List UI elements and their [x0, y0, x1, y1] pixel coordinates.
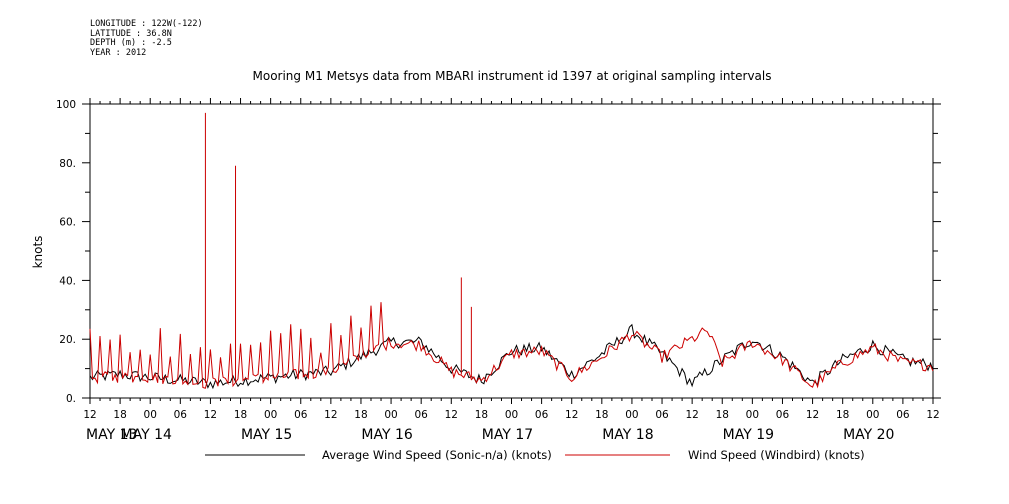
x-tick-label: 12	[83, 409, 96, 421]
x-tick-label: 00	[746, 409, 759, 421]
chart-title: Mooring M1 Metsys data from MBARI instru…	[253, 69, 772, 83]
y-tick-label: 0.	[66, 393, 76, 405]
latitude-label: LATITUDE : 36.8N	[90, 28, 172, 39]
x-tick-label: 18	[113, 409, 126, 421]
x-tick-label: 06	[655, 409, 669, 421]
x-tick-label: 06	[174, 409, 188, 421]
longitude-label: LONGITUDE : 122W(-122)	[90, 19, 203, 29]
y-tick-label: 60.	[59, 217, 76, 229]
x-tick-label: 18	[716, 409, 729, 421]
x-tick-label: 06	[294, 409, 308, 421]
x-day-label: MAY 18	[602, 427, 653, 443]
x-day-label: MAY 14	[121, 427, 172, 443]
x-tick-label: 06	[535, 409, 549, 421]
x-tick-label: 00	[866, 409, 879, 421]
y-tick-label: 100	[56, 99, 76, 111]
x-tick-label: 12	[685, 409, 698, 421]
x-tick-label: 00	[384, 409, 397, 421]
x-day-label: MAY 15	[241, 427, 292, 443]
x-tick-label: 18	[234, 409, 247, 421]
legend-label-average: Average Wind Speed (Sonic-n/a) (knots)	[322, 448, 552, 462]
x-day-label: MAY 16	[361, 427, 412, 443]
x-tick-label: 00	[144, 409, 157, 421]
x-day-label: MAY 13	[86, 427, 137, 443]
metadata-block: LONGITUDE : 122W(-122) LATITUDE : 36.8N …	[90, 19, 203, 58]
x-tick-label: 06	[776, 409, 790, 421]
x-day-label: MAY 20	[843, 427, 894, 443]
x-tick-label: 18	[475, 409, 488, 421]
legend: Average Wind Speed (Sonic-n/a) (knots) W…	[205, 448, 865, 462]
x-tick-label: 12	[565, 409, 578, 421]
x-tick-label: 12	[324, 409, 337, 421]
x-tick-label: 12	[806, 409, 819, 421]
series-line-windbird-wind-speed	[89, 302, 934, 389]
x-tick-label: 12	[445, 409, 458, 421]
y-tick-label: 80.	[59, 158, 76, 170]
year-label: YEAR : 2012	[90, 47, 147, 58]
x-tick-label: 18	[354, 409, 367, 421]
y-axis-label: knots	[31, 236, 45, 269]
x-tick-label: 18	[836, 409, 849, 421]
y-tick-label: 40.	[59, 275, 76, 287]
x-tick-label: 12	[926, 409, 939, 421]
x-day-label: MAY 19	[723, 427, 774, 443]
x-day-label: MAY 17	[482, 427, 533, 443]
x-tick-label: 06	[896, 409, 910, 421]
x-tick-label: 00	[625, 409, 638, 421]
depth-label: DEPTH (m) : -2.5	[90, 38, 172, 48]
x-tick-label: 18	[595, 409, 608, 421]
x-tick-label: 12	[204, 409, 217, 421]
x-tick-label: 00	[264, 409, 277, 421]
legend-label-windbird: Wind Speed (Windbird) (knots)	[688, 448, 865, 462]
x-tick-label: 00	[505, 409, 518, 421]
x-tick-label: 06	[414, 409, 428, 421]
y-tick-label: 20.	[59, 334, 76, 346]
series-line-average-wind-speed	[89, 323, 934, 390]
